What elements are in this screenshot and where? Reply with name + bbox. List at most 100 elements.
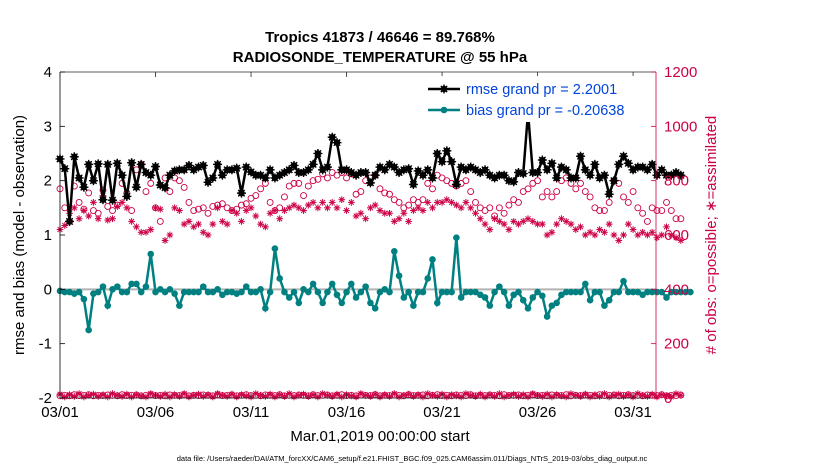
bias-point (405, 288, 412, 296)
bias-point (524, 305, 532, 312)
bias-point (214, 286, 221, 293)
obs-assimilated-point (529, 390, 537, 398)
obs-assimilated-point (395, 393, 403, 401)
obs-assimilated-point (347, 199, 355, 206)
bias-point (309, 280, 317, 288)
obs-assimilated-point (414, 204, 422, 212)
obs-assimilated-point (524, 215, 532, 223)
obs-assimilated-point (452, 392, 460, 400)
bias-point (328, 280, 336, 288)
obs-assimilated-point (180, 220, 188, 228)
obs-assimilated-point (648, 390, 656, 398)
obs-assimilated-point (314, 204, 322, 212)
obs-assimilated-point (199, 228, 207, 236)
obs-possible-point (218, 200, 226, 208)
rmse-marker (246, 167, 256, 177)
x-tick-label: 03/06 (137, 404, 175, 421)
bias-point (658, 288, 666, 296)
obs-assimilated-point (409, 392, 417, 400)
bias-point (539, 292, 546, 300)
obs-possible-point (295, 179, 303, 187)
bias-point (553, 299, 560, 307)
bias-point (147, 250, 155, 258)
bias-point (276, 275, 283, 282)
obs-assimilated-point (581, 390, 589, 398)
rmse-marker (322, 162, 332, 172)
obs-assimilated-point (85, 212, 93, 220)
bias-point (247, 288, 255, 296)
obs-assimilated-point (591, 231, 599, 239)
obs-possible-point (639, 209, 647, 217)
obs-possible-point (505, 201, 513, 209)
bias-point (114, 283, 121, 290)
obs-assimilated-point (672, 390, 680, 398)
bias-point (371, 305, 379, 312)
bias-point (529, 294, 537, 301)
rmse-marker (260, 173, 270, 183)
obs-assimilated-point (634, 231, 642, 239)
y-tick-label: 2 (44, 173, 52, 190)
obs-possible-point (147, 179, 155, 187)
obs-assimilated-point (228, 390, 236, 398)
rmse-marker (623, 158, 633, 168)
bias-point (99, 283, 107, 290)
obs-assimilated-point (352, 393, 360, 401)
bias-point (238, 288, 245, 296)
obs-assimilated-point (448, 391, 456, 399)
obs-possible-point (629, 188, 637, 195)
obs-assimilated-point (276, 391, 284, 399)
x-tick-label: 03/26 (519, 404, 557, 421)
chart-subtitle: RADIOSONDE_TEMPERATURE @ 55 hPa (233, 49, 528, 66)
bias-point (156, 286, 164, 293)
rmse-marker (676, 170, 686, 180)
obs-assimilated-point (519, 218, 527, 225)
obs-assimilated-point (266, 209, 274, 217)
obs-possible-point (266, 198, 274, 206)
rmse-marker (69, 152, 79, 162)
obs-count-layer (56, 160, 685, 401)
obs-possible-point (524, 185, 532, 193)
bias-point (123, 288, 131, 296)
rmse-marker (447, 157, 457, 167)
bias-point (414, 288, 422, 296)
obs-assimilated-point (209, 220, 217, 228)
obs-possible-point (304, 182, 312, 190)
obs-possible-point (419, 196, 427, 204)
y2-tick-label: 800 (664, 173, 689, 190)
obs-possible-point (515, 198, 522, 206)
obs-possible-point (605, 198, 613, 206)
rmse-marker (423, 165, 433, 175)
obs-assimilated-point (476, 215, 484, 223)
bias-point (300, 286, 307, 293)
bias-point (496, 283, 503, 290)
x-tick-label: 03/31 (614, 404, 652, 421)
bias-point (639, 291, 646, 299)
obs-assimilated-point (195, 220, 202, 228)
rmse-marker (84, 159, 94, 169)
rmse-marker (208, 173, 218, 183)
obs-assimilated-point (290, 201, 298, 209)
obs-assimilated-point (538, 220, 546, 228)
y-tick-label: 1 (44, 227, 52, 244)
bias-point (80, 295, 88, 303)
y2-tick-label: 400 (664, 281, 689, 298)
obs-possible-point (314, 175, 322, 183)
obs-possible-point (543, 188, 551, 195)
obs-possible-point (376, 185, 384, 193)
obs-possible-point (175, 177, 183, 185)
obs-assimilated-point (357, 390, 365, 398)
obs-assimilated-point (639, 391, 647, 399)
bias-point (481, 294, 489, 301)
obs-possible-point (672, 215, 680, 223)
obs-assimilated-point (94, 215, 102, 223)
obs-assimilated-point (648, 228, 656, 236)
obs-assimilated-point (419, 393, 427, 401)
rmse-marker (599, 170, 609, 180)
obs-assimilated-point (409, 207, 417, 214)
bias-point (223, 288, 231, 296)
obs-assimilated-point (591, 391, 599, 399)
obs-assimilated-point (562, 393, 570, 401)
obs-assimilated-point (405, 218, 413, 225)
obs-possible-point (653, 207, 661, 215)
obs-assimilated-point (142, 393, 150, 401)
